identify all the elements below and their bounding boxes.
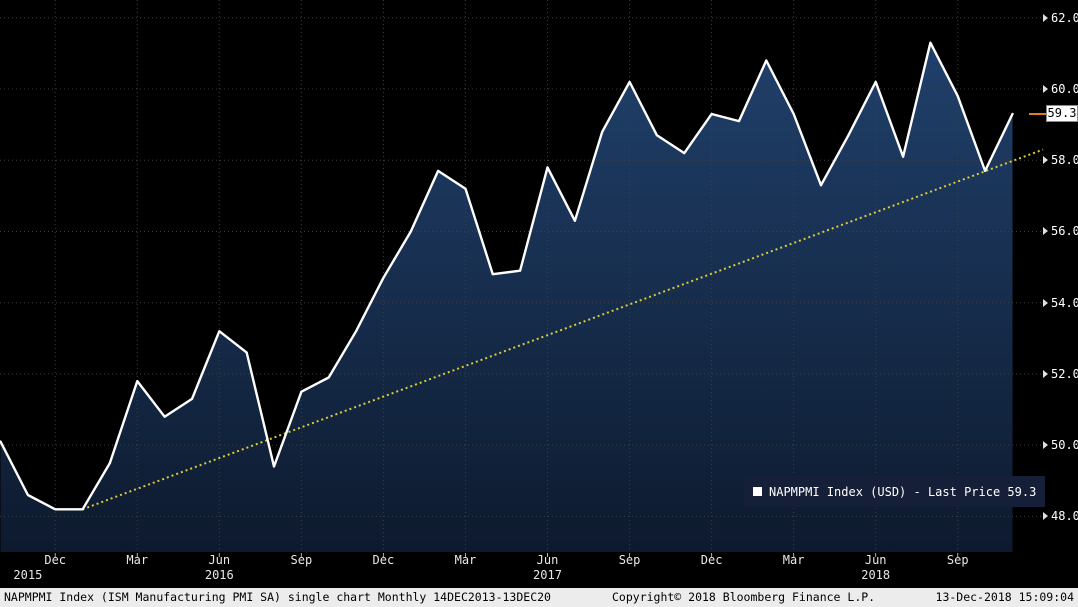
y-axis: 48.0 50.0 52.0 54.0 56.0 58.0 60.0 62.0: [1043, 0, 1078, 552]
y-axis-label: 60.0: [1043, 81, 1078, 97]
x-axis-month-label: Jun: [536, 553, 559, 567]
chart-description: NAPMPMI Index (ISM Manufacturing PMI SA)…: [4, 590, 551, 604]
x-axis-year-label: 2017: [533, 568, 562, 582]
x-axis-year-label: 2015: [13, 568, 43, 582]
gridlines: [0, 0, 1043, 552]
y-axis-label: 62.0: [1043, 10, 1078, 26]
legend-swatch: [753, 487, 762, 496]
x-axis-month-label: Mar: [126, 553, 149, 567]
x-axis-month-label: Dec: [44, 553, 67, 567]
legend-text: NAPMPMI Index (USD) - Last Price 59.3: [769, 484, 1037, 499]
x-axis-month-label: Dec: [372, 553, 395, 567]
copyright-text: Copyright© 2018 Bloomberg Finance L.P.: [612, 590, 876, 604]
last-price-label: 59.3: [1046, 105, 1078, 123]
axis-tick-arrow: [1043, 13, 1048, 22]
axis-tick-arrow: [1043, 512, 1048, 521]
x-axis-month-label: Jun: [864, 553, 887, 567]
y-axis-label: 58.0: [1043, 152, 1078, 168]
y-axis-label: 54.0: [1043, 295, 1078, 311]
axis-tick-arrow: [1043, 298, 1048, 307]
x-axis-month-label: Mar: [454, 553, 477, 567]
trend-line: [82, 148, 1044, 511]
y-axis-label: 50.0: [1043, 437, 1078, 453]
y-axis-label: 48.0: [1043, 508, 1078, 524]
axis-tick-arrow: [1043, 369, 1048, 378]
x-axis-month-label: Jun: [208, 553, 231, 567]
x-axis-month-label: Dec: [700, 553, 723, 567]
x-axis-years: 2015 2016 2017 2018: [0, 568, 1043, 582]
axis-tick-arrow: [1043, 156, 1048, 165]
price-area-fill: [0, 42, 1013, 552]
axis-tick-arrow: [1043, 441, 1048, 450]
status-bar: NAPMPMI Index (ISM Manufacturing PMI SA)…: [0, 588, 1078, 607]
last-price-value: 59.3: [1047, 106, 1077, 121]
x-axis-ticks: [54, 553, 959, 557]
price-line: [0, 41, 1014, 511]
x-axis-month-label: Sep: [946, 553, 969, 567]
x-axis-months: Dec Mar Jun Sep Dec Mar Jun Sep Dec Mar Jun Sep: [0, 553, 1043, 567]
chart-canvas[interactable]: [0, 0, 1078, 588]
x-axis-month-label: Mar: [782, 553, 805, 567]
y-axis-label: 56.0: [1043, 223, 1078, 239]
legend[interactable]: NAPMPMI Index (USD) - Last Price 59.3: [744, 476, 1046, 507]
x-axis-month-label: Sep: [290, 553, 313, 567]
x-axis-month-label: Sep: [618, 553, 641, 567]
timestamp: 13-Dec-2018 15:09:04: [935, 590, 1074, 604]
axis-tick-arrow: [1043, 85, 1048, 94]
x-axis-year-label: 2016: [204, 568, 234, 582]
axis-tick-arrow: [1043, 227, 1048, 236]
x-axis-year-label: 2018: [861, 568, 891, 582]
y-axis-label: 52.0: [1043, 366, 1078, 382]
